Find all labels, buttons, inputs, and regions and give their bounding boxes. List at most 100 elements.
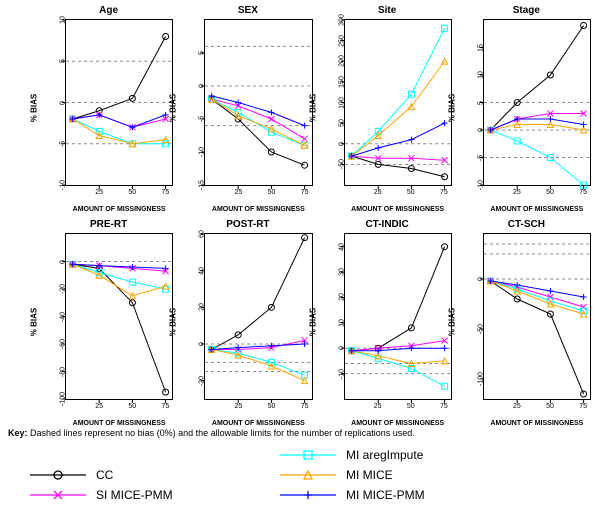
x-tick-label: 75 xyxy=(301,403,309,410)
y-axis-label: % BIAS xyxy=(169,308,178,336)
panel: POST-RT% BIASAMOUNT OF MISSINGNESS255075… xyxy=(179,219,316,425)
key-prefix: Key: xyxy=(8,428,28,438)
y-tick-label: -10 xyxy=(60,175,67,195)
x-tick-label: 50 xyxy=(407,189,415,196)
figure-root: Age% BIASAMOUNT OF MISSINGNESS255075-10-… xyxy=(0,0,600,524)
x-axis-label: AMOUNT OF MISSINGNESS xyxy=(204,420,312,427)
y-tick-label: 5 xyxy=(477,93,484,113)
panel: CT-SCH% BIASAMOUNT OF MISSINGNESS255075-… xyxy=(458,219,595,425)
y-tick-label: -50 xyxy=(477,319,484,339)
x-tick-label: 50 xyxy=(268,403,276,410)
y-tick-label: 300 xyxy=(338,10,345,30)
panel: Stage% BIASAMOUNT OF MISSINGNESS255075-1… xyxy=(458,5,595,211)
legend-row: CC MI MICE xyxy=(28,465,568,485)
y-tick-label: 0 xyxy=(477,269,484,289)
x-axis-label: AMOUNT OF MISSINGNESS xyxy=(344,206,452,213)
key-text: Dashed lines represent no bias (0%) and … xyxy=(28,428,415,438)
y-tick-label: 0 xyxy=(477,120,484,140)
y-tick-label: 10 xyxy=(477,65,484,85)
x-tick-label: 50 xyxy=(546,189,554,196)
legend-cell: SI MICE-PMM xyxy=(28,487,278,503)
x-tick-label: 75 xyxy=(579,403,587,410)
y-axis-label: % BIAS xyxy=(30,94,39,122)
panel-title: PRE-RT xyxy=(40,219,177,230)
x-tick-label: 25 xyxy=(95,189,103,196)
panel-title: CT-INDIC xyxy=(319,219,456,230)
legend-cell: MI aregImpute xyxy=(278,447,558,463)
y-tick-label: -5 xyxy=(199,109,206,129)
y-axis-label: % BIAS xyxy=(169,94,178,122)
y-tick-label: 0 xyxy=(60,93,67,113)
legend-label: MI MICE xyxy=(346,468,393,482)
y-tick-label: 250 xyxy=(338,31,345,51)
legend-cell: MI MICE-PMM xyxy=(278,487,558,503)
legend-row: MI aregImpute xyxy=(28,445,568,465)
x-tick-label: 25 xyxy=(95,403,103,410)
panel-title: CT-SCH xyxy=(458,219,595,230)
plot-area: 255075-15-10-505 xyxy=(204,19,312,186)
panel-title: Stage xyxy=(458,5,595,16)
x-tick-label: 75 xyxy=(440,189,448,196)
plot-area: 255075-200204060 xyxy=(204,233,312,400)
y-tick-label: -10 xyxy=(477,175,484,195)
plot-area: 255075-10-5051015 xyxy=(483,19,591,186)
panels-grid: Age% BIASAMOUNT OF MISSINGNESS255075-10-… xyxy=(40,5,595,425)
legend-swatch xyxy=(28,487,88,503)
y-tick-label: 0 xyxy=(338,338,345,358)
panel: CT-INDIC% BIASAMOUNT OF MISSINGNESS25507… xyxy=(319,219,456,425)
x-axis-label: AMOUNT OF MISSINGNESS xyxy=(65,206,173,213)
x-tick-label: 50 xyxy=(268,189,276,196)
x-tick-label: 25 xyxy=(374,189,382,196)
legend-row: SI MICE-PMMMI MICE-PMM xyxy=(28,485,568,505)
x-tick-label: 25 xyxy=(374,403,382,410)
y-tick-label: 5 xyxy=(199,43,206,63)
y-tick-label: 10 xyxy=(338,313,345,333)
legend-swatch xyxy=(278,487,338,503)
y-tick-label: 15 xyxy=(477,38,484,58)
x-tick-label: 25 xyxy=(234,189,242,196)
x-tick-label: 25 xyxy=(513,189,521,196)
plot-area: 255075-50050100150200250300 xyxy=(344,19,452,186)
y-tick-label: 30 xyxy=(338,262,345,282)
x-tick-label: 75 xyxy=(161,403,169,410)
legend: MI aregImpute CC MI MICE SI MICE-PMMMI MICE… xyxy=(28,445,568,515)
y-tick-label: -10 xyxy=(338,364,345,384)
x-tick-label: 75 xyxy=(440,403,448,410)
y-tick-label: 10 xyxy=(60,10,67,30)
y-tick-label: 40 xyxy=(199,261,206,281)
y-tick-label: 20 xyxy=(338,287,345,307)
x-tick-label: 50 xyxy=(546,403,554,410)
y-axis-label: % BIAS xyxy=(447,94,456,122)
y-tick-label: -10 xyxy=(199,142,206,162)
y-tick-label: -20 xyxy=(60,279,67,299)
y-tick-label: 20 xyxy=(199,297,206,317)
y-tick-label: 60 xyxy=(199,224,206,244)
y-tick-label: -60 xyxy=(60,334,67,354)
plot-area: 255075-100-80-60-40-200 xyxy=(65,233,173,400)
y-tick-label: -40 xyxy=(60,307,67,327)
y-tick-label: 100 xyxy=(338,93,345,113)
plot-area: 255075-100-500 xyxy=(483,233,591,400)
y-tick-label: 50 xyxy=(338,113,345,133)
panel: Age% BIASAMOUNT OF MISSINGNESS255075-10-… xyxy=(40,5,177,211)
x-tick-label: 25 xyxy=(234,403,242,410)
y-tick-label: 0 xyxy=(338,134,345,154)
y-axis-label: % BIAS xyxy=(447,308,456,336)
x-axis-label: AMOUNT OF MISSINGNESS xyxy=(204,206,312,213)
x-tick-label: 75 xyxy=(161,189,169,196)
y-tick-label: -100 xyxy=(477,369,484,389)
y-tick-label: 0 xyxy=(199,334,206,354)
x-axis-label: AMOUNT OF MISSINGNESS xyxy=(65,420,173,427)
y-tick-label: -15 xyxy=(199,175,206,195)
panel: SEX% BIASAMOUNT OF MISSINGNESS255075-15-… xyxy=(179,5,316,211)
legend-cell: CC xyxy=(28,467,278,483)
y-axis-label: % BIAS xyxy=(308,94,317,122)
panel-title: SEX xyxy=(179,5,316,16)
y-tick-label: -100 xyxy=(60,389,67,409)
plot-area: 255075-10-50510 xyxy=(65,19,173,186)
x-axis-label: AMOUNT OF MISSINGNESS xyxy=(483,420,591,427)
legend-label: MI aregImpute xyxy=(346,448,423,462)
y-tick-label: 150 xyxy=(338,72,345,92)
y-tick-label: 40 xyxy=(338,237,345,257)
x-tick-label: 75 xyxy=(301,189,309,196)
